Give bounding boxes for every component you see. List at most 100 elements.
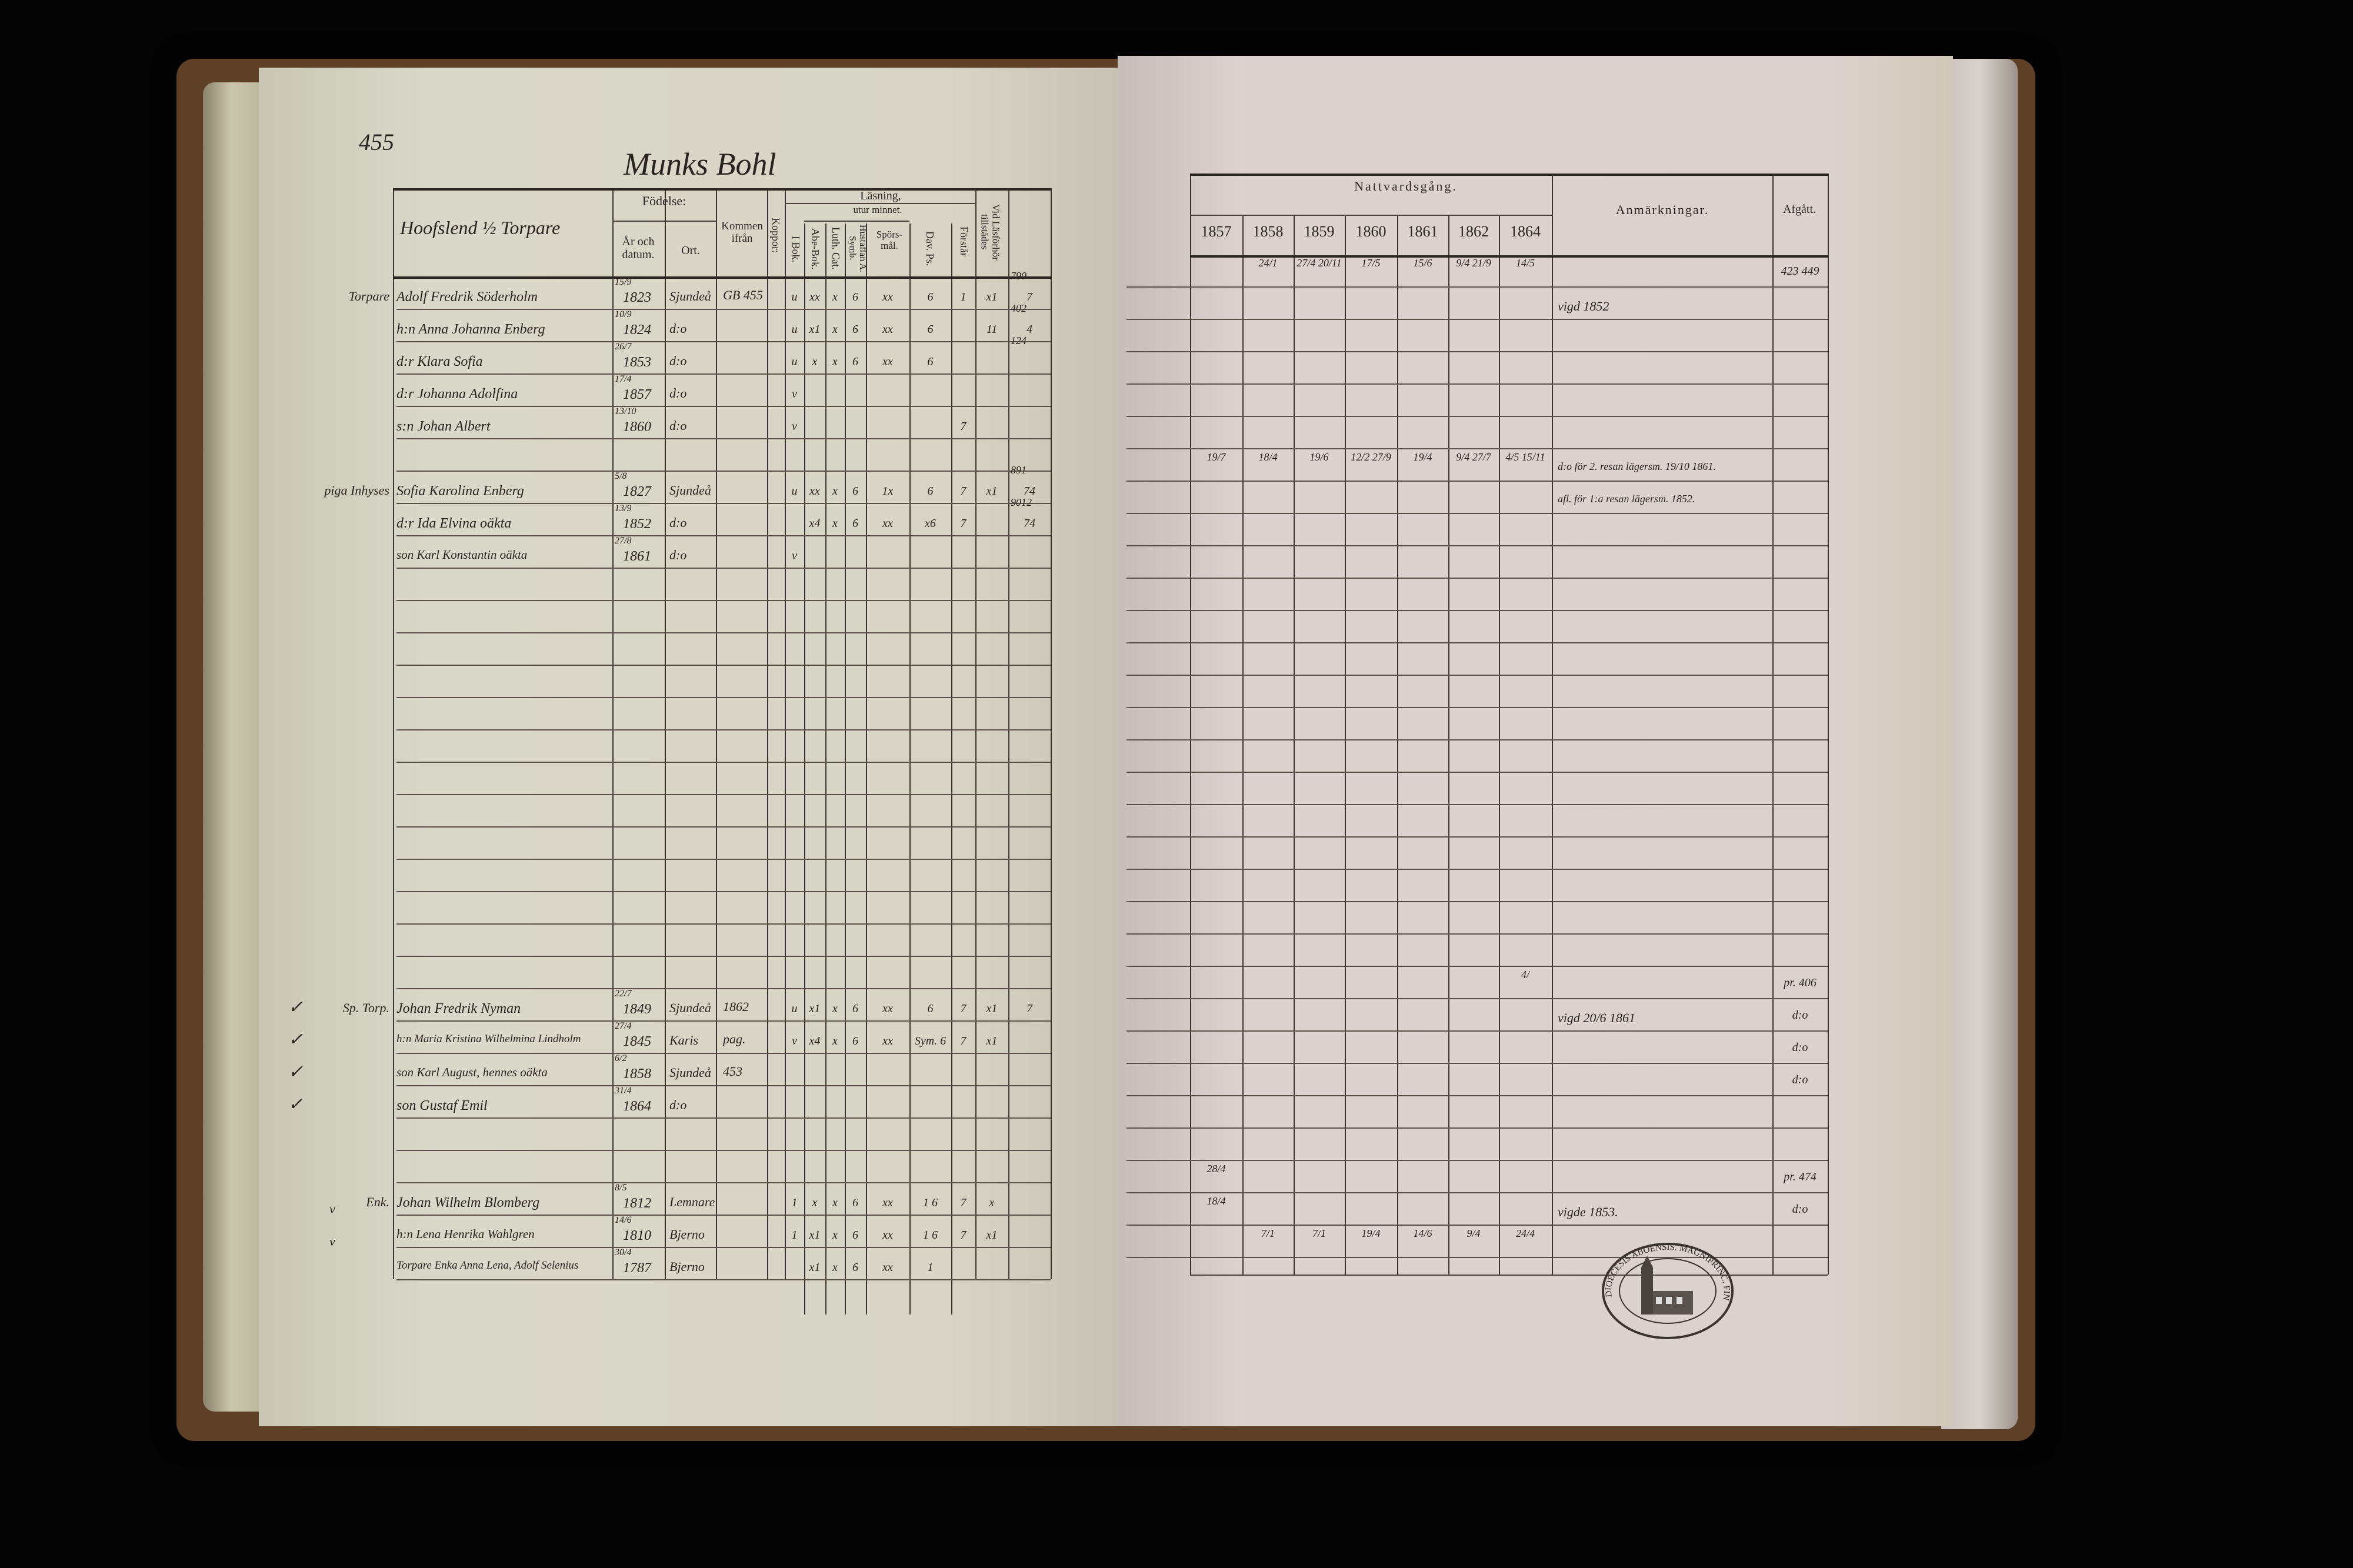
column-divider [975,188,976,1279]
column-divider [1242,215,1244,1275]
reading-mark: 7 [1026,291,1032,303]
reading-mark: x6 [925,517,936,530]
reading-mark: 74 [1024,517,1035,530]
reading-mark: x1 [809,1261,821,1274]
reading-mark: 6 [852,323,858,336]
extra-number: 402 [1011,302,1026,314]
communion-date: 7/1 [1261,1227,1275,1239]
row-rule [396,794,1051,795]
came-from: GB 455 [723,288,763,302]
column-divider [1772,174,1774,1275]
birth-year: 1787 [623,1260,651,1276]
communion-date: 19/7 [1207,451,1226,463]
reading-mark: 6 [852,1035,858,1047]
person-name: Johan Fredrik Nyman [396,1001,521,1016]
communion-date: 27/4 20/11 [1297,257,1342,269]
communion-date: 4/ [1521,969,1529,980]
row-rule [1126,481,1828,482]
reading-mark: x1 [986,1002,998,1015]
communion-date: 17/5 [1361,257,1381,269]
communion-date: 12/2 27/9 [1351,451,1391,463]
person-name: s:n Johan Albert [396,419,491,434]
table-bottom-rule [1190,1275,1828,1276]
reading-mark: v [792,420,797,433]
column-divider [767,188,768,1279]
row-rule [396,1150,1051,1151]
row-rule [1126,448,1828,449]
occupation-note: Sp. Torp. [342,1000,389,1015]
extra-number: 790 [1011,270,1026,282]
row-rule [1126,1225,1828,1226]
questions-heading: Spörs-mål. [876,229,903,251]
birth-year: 1812 [623,1196,651,1211]
extra-number: 9012 [1011,496,1032,508]
header-bottom-rule [393,276,1051,279]
row-rule [1126,998,1828,999]
occupation-note: piga Inhyses [324,483,389,498]
right-page [1118,56,1953,1426]
reading-mark: xx [809,291,820,303]
row-rule [1126,610,1828,611]
reading-mark: 6 [927,1002,934,1015]
reading-mark: 6 [852,355,858,368]
row-rule [1126,739,1828,740]
row-rule [396,1053,1051,1054]
communion-date: 4/5 15/11 [1505,451,1545,463]
birth-day-month: 17/4 [615,374,632,384]
row-rule [396,1247,1051,1248]
birth-day-month: 13/10 [615,406,636,416]
birth-place: d:o [669,548,687,562]
birth-day-month: 8/5 [615,1183,627,1193]
row-rule [1126,545,1828,546]
person-name: d:r Klara Sofia [396,354,483,369]
communion-date: 28/4 [1207,1163,1226,1175]
reading-mark: x1 [986,291,998,303]
row-rule [1126,966,1828,967]
birth-day-month: 10/9 [615,309,632,319]
reading-mark: 6 [852,1196,858,1209]
reading-mark: xx [809,485,820,498]
reading-mark: 6 [852,1002,858,1015]
column-divider [1552,174,1553,1275]
birth-place: d:o [669,515,687,530]
occupation-note: Torpare [348,289,389,303]
row-rule [1126,286,1828,288]
reading-mark: x1 [809,323,821,336]
column-divider [1499,215,1500,1275]
person-name: Johan Wilhelm Blomberg [396,1195,540,1210]
birth-year: 1824 [623,322,651,338]
row-rule [1126,1192,1828,1193]
birth-year: 1857 [623,387,651,402]
reading-mark: x1 [986,1035,998,1047]
birth-year: 1827 [623,484,651,499]
year-heading-1862: 1862 [1458,223,1489,240]
birth-place: d:o [669,321,687,336]
birth-place: d:o [669,353,687,368]
row-rule [396,762,1051,763]
departed-note: d:o [1792,1203,1808,1216]
came-from-heading: Kommen ifrån [721,220,763,245]
reading-mark: x [832,1002,838,1015]
reading-mark: 74 [1024,485,1035,498]
communion-heading: Nattvardsgång. [1354,179,1458,194]
row-rule [1126,1160,1828,1161]
column-divider [1051,188,1052,1279]
column-divider [1008,188,1009,1279]
column-divider [665,188,666,1279]
communion-date: 14/5 [1515,257,1535,269]
reading-mark: xx [882,355,893,368]
reading-mark: x1 [809,1002,821,1015]
row-rule [396,956,1051,957]
came-from: 1862 [723,999,749,1014]
reading-mark: x1 [986,1229,998,1242]
person-name: d:r Johanna Adolfina [396,386,518,402]
birth-day-month: 13/9 [615,503,632,513]
person-name: son Karl August, hennes oäkta [396,1065,548,1079]
row-rule [1126,513,1828,514]
communion-date: 9/4 21/9 [1456,257,1491,269]
person-name: h:n Maria Kristina Wilhelmina Lindholm [396,1033,581,1045]
row-rule [396,1117,1051,1119]
communion-date: 9/4 [1467,1227,1481,1239]
row-rule [1126,416,1828,417]
catechism-heading: Luth. Cat. [829,226,842,270]
